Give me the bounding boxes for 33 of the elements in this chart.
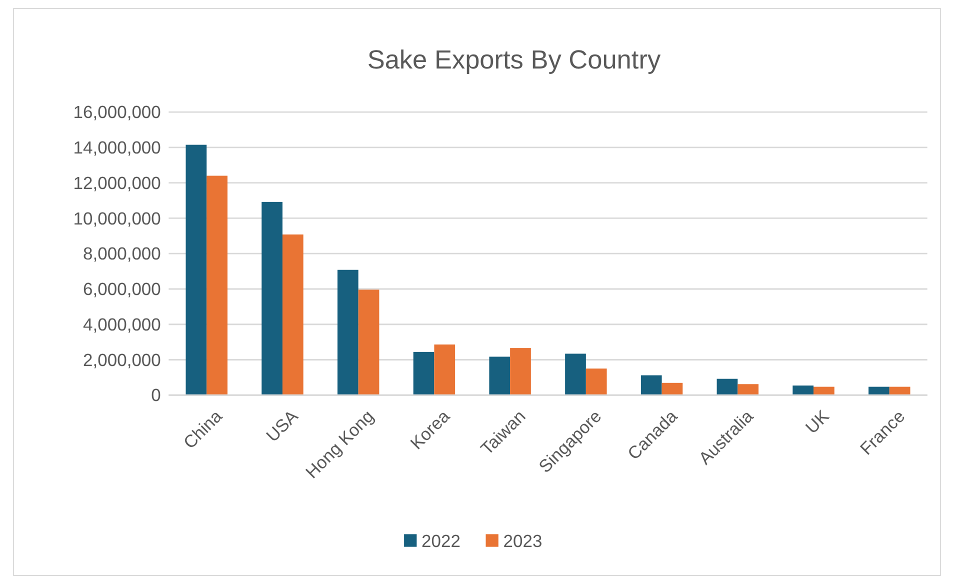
bar (282, 234, 304, 396)
bar (814, 386, 834, 396)
y-tick-label: 16,000,000 (73, 102, 162, 122)
x-tick-label: UK (801, 406, 834, 438)
bar (565, 354, 586, 396)
bar (206, 176, 228, 396)
bar (434, 344, 456, 396)
bar (262, 202, 282, 396)
bar (413, 352, 434, 396)
bar (186, 144, 207, 396)
bar (510, 348, 531, 396)
bar (868, 386, 890, 396)
bar (662, 382, 683, 396)
y-tick-label: 10,000,000 (73, 208, 162, 228)
y-tick-label: 12,000,000 (73, 172, 162, 193)
y-tick-label: 2,000,000 (83, 350, 162, 370)
bar (640, 375, 662, 396)
y-tick-label: 0 (151, 385, 162, 406)
bar (358, 290, 380, 396)
bar (337, 270, 358, 396)
legend-label: 2022 (422, 531, 460, 552)
bar (716, 378, 738, 396)
y-tick-label: 14,000,000 (73, 138, 162, 158)
bar (792, 386, 814, 396)
x-tick-label: USA (262, 406, 302, 446)
bar (489, 356, 510, 396)
y-tick-label: 6,000,000 (83, 279, 162, 300)
legend-label: 2023 (503, 531, 542, 552)
y-tick-label: 8,000,000 (83, 244, 162, 264)
y-tick-label: 4,000,000 (83, 314, 162, 334)
chart-title: Sake Exports By Country (367, 44, 662, 74)
bar (586, 368, 607, 396)
bar (738, 384, 759, 396)
